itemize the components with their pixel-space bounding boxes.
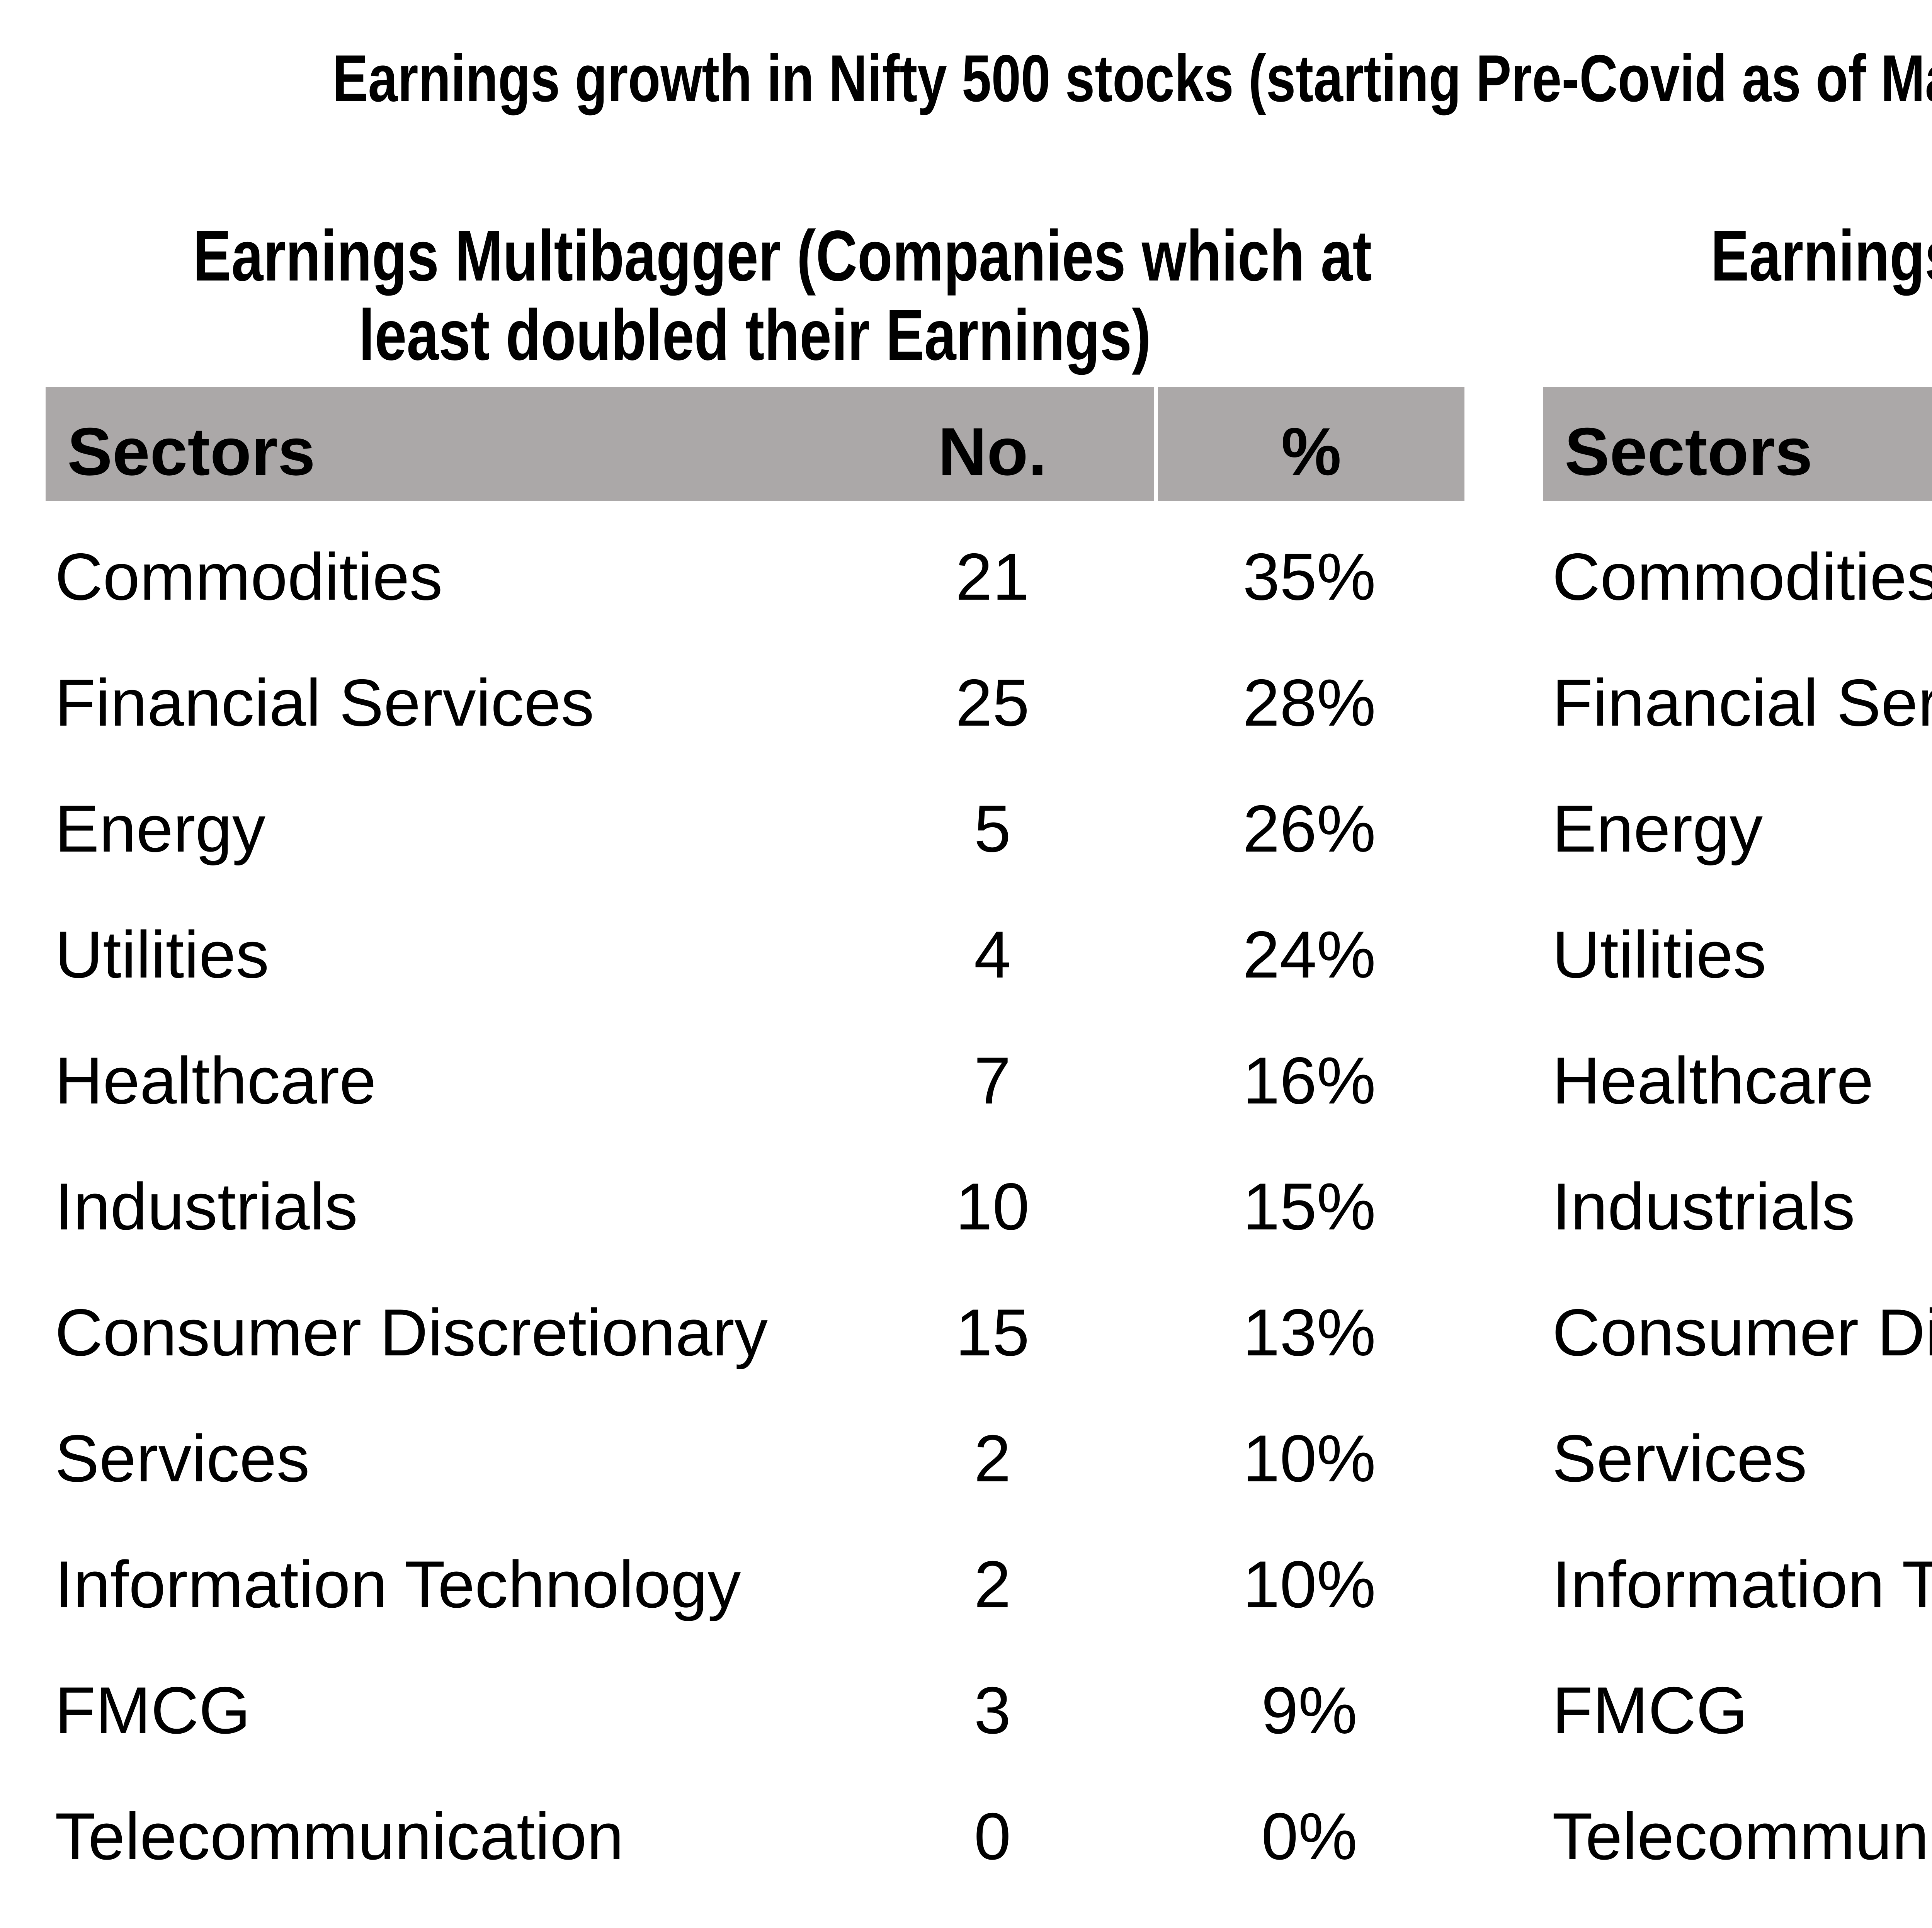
no-cell: 21: [955, 540, 1030, 614]
table-row: Financial Services2124%: [1543, 640, 1932, 766]
sector-cell: Utilities: [55, 918, 269, 992]
table-row: FMCG 3 9%: [46, 1647, 1464, 1773]
table-row: Commodities2338%: [1543, 514, 1932, 640]
table-title: Earnings Detractors (Companies which gav…: [1543, 216, 1932, 375]
page-title: Earnings growth in Nifty 500 stocks (sta…: [0, 38, 1932, 119]
percent-cell: 26%: [1243, 792, 1376, 866]
table-row: Healthcare 7 16%: [46, 1018, 1464, 1144]
table-row: Commodities 21 35%: [46, 514, 1464, 640]
sector-cell: Healthcare: [1552, 1044, 1874, 1118]
page-title-text: Earnings growth in Nifty 500 stocks (sta…: [332, 41, 1932, 116]
percent-cell: 10%: [1243, 1547, 1376, 1622]
table-row: Telecommunication 0 0%: [46, 1773, 1464, 1899]
table-body: Commodities2338% Financial Services2124%…: [1543, 514, 1932, 1899]
no-cell: 3: [974, 1673, 1011, 1748]
sector-cell: Services: [55, 1421, 310, 1496]
no-cell: 15: [955, 1296, 1030, 1370]
no-cell: 25: [955, 666, 1030, 740]
table-row: Services525%: [1543, 1396, 1932, 1522]
table-row: Information Technology524%: [1543, 1522, 1932, 1647]
sector-cell: Utilities: [1552, 918, 1767, 992]
table-earnings-detractors: Earnings Detractors (Companies which gav…: [1543, 216, 1932, 1899]
percent-cell: 0%: [1261, 1799, 1357, 1874]
table-row: Industrials 10 15%: [46, 1144, 1464, 1270]
sector-cell: Industrials: [55, 1170, 358, 1244]
table-row: Energy421%: [1543, 766, 1932, 892]
table-row: Telecommunication233%: [1543, 1773, 1932, 1899]
table-header-row: Sectors No. %: [46, 387, 1464, 501]
column-header-sectors: Sectors: [67, 414, 315, 490]
table-row: Information Technology 2 10%: [46, 1522, 1464, 1647]
percent-cell: 13%: [1243, 1296, 1376, 1370]
table-row: Consumer Discretionary 15 13%: [46, 1270, 1464, 1396]
sector-cell: Energy: [1552, 792, 1763, 866]
sector-cell: Commodities: [1552, 540, 1932, 614]
column-header-sectors: Sectors: [1565, 414, 1813, 490]
no-cell: 4: [974, 918, 1011, 992]
table-body: Commodities 21 35% Financial Services 25 28%…: [46, 514, 1464, 1899]
sector-cell: Telecommunication: [55, 1799, 624, 1874]
table-row: Services 2 10%: [46, 1396, 1464, 1522]
sector-cell: FMCG: [1552, 1673, 1748, 1748]
percent-cell: 9%: [1261, 1673, 1357, 1748]
table-row: Financial Services 25 28%: [46, 640, 1464, 766]
sector-cell: Services: [1552, 1421, 1807, 1496]
no-cell: 10: [955, 1170, 1030, 1244]
table-title-line-1: Earnings Multibagger (Companies which at: [193, 216, 1372, 296]
column-header-percent: %: [1154, 387, 1464, 501]
table-row: FMCG1234%: [1543, 1647, 1932, 1773]
table-earnings-multibagger: Earnings Multibagger (Companies which at…: [46, 216, 1464, 1899]
no-cell: 5: [974, 792, 1011, 866]
no-cell: 0: [974, 1799, 1011, 1874]
sector-cell: Financial Services: [55, 666, 594, 740]
table-row: Energy 5 26%: [46, 766, 1464, 892]
table-title: Earnings Multibagger (Companies which at…: [46, 216, 1464, 375]
percent-cell: 15%: [1243, 1170, 1376, 1244]
percent-cell: 24%: [1243, 918, 1376, 992]
sector-cell: FMCG: [55, 1673, 251, 1748]
table-title-line-1: Earnings Detractors (Companies which: [1711, 216, 1932, 296]
table-row: Utilities 4 24%: [46, 892, 1464, 1018]
sector-cell: Commodities: [55, 540, 443, 614]
sector-cell: Financial Services: [1552, 666, 1932, 740]
percent-cell: 28%: [1243, 666, 1376, 740]
percent-cell: 10%: [1243, 1421, 1376, 1496]
percent-cell: 16%: [1243, 1044, 1376, 1118]
table-row: Healthcare1534%: [1543, 1018, 1932, 1144]
no-cell: 7: [974, 1044, 1011, 1118]
table-title-line-2: gave negative growth): [1543, 296, 1932, 375]
percent-cell: 35%: [1243, 540, 1376, 614]
sector-cell: Consumer Discretionary: [55, 1296, 768, 1370]
table-header-row: Sectors No. %: [1543, 387, 1932, 501]
sector-cell: Industrials: [1552, 1170, 1855, 1244]
table-title-line-2: least doubled their Earnings): [359, 295, 1151, 375]
table-row: Utilities635%: [1543, 892, 1932, 1018]
sector-cell: Information Technology: [1552, 1547, 1932, 1622]
table-row: Industrials2640%: [1543, 1144, 1932, 1270]
sector-cell: Healthcare: [55, 1044, 376, 1118]
sector-cell: Telecommunication: [1552, 1799, 1932, 1874]
no-cell: 2: [974, 1547, 1011, 1622]
sector-cell: Information Technology: [55, 1547, 741, 1622]
column-header-no: No.: [938, 414, 1047, 490]
no-cell: 2: [974, 1421, 1011, 1496]
table-row: Consumer Discretionary4943%: [1543, 1270, 1932, 1396]
sector-cell: Energy: [55, 792, 265, 866]
sector-cell: Consumer Discretionary: [1552, 1296, 1932, 1370]
